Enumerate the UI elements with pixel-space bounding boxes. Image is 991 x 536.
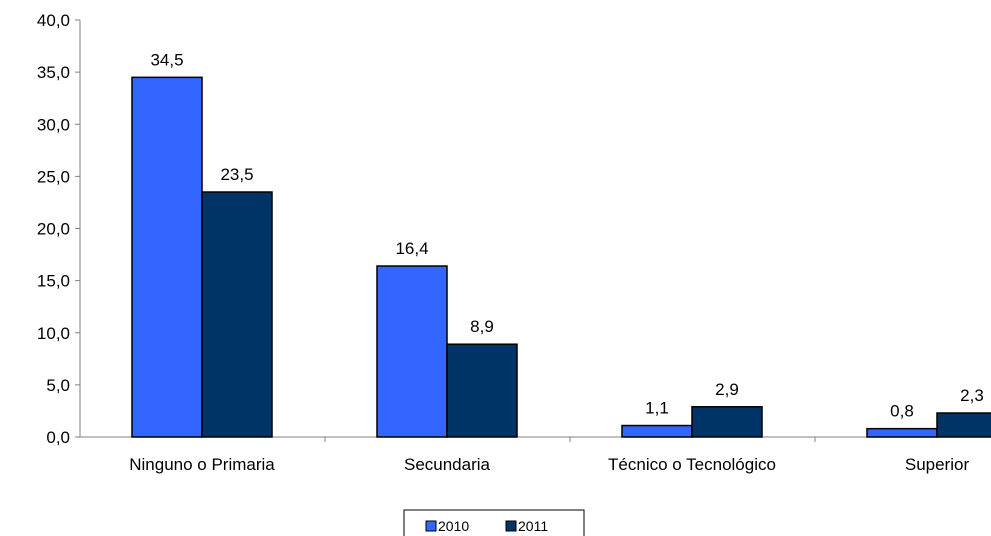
- data-label-2011-0: 23,5: [220, 165, 253, 184]
- bar-2010-0: [131, 76, 203, 438]
- category-label-3: Superior: [905, 455, 970, 474]
- data-label-2011-3: 2,3: [960, 386, 984, 405]
- legend-label-2011: 2011: [518, 518, 548, 534]
- y-tick-label: 0,0: [46, 428, 70, 447]
- bar-2011-3: [936, 412, 991, 438]
- legend: 2010 2011: [403, 509, 585, 536]
- bar-2010-1: [376, 265, 448, 438]
- data-label-2011-1: 8,9: [470, 317, 494, 336]
- category-label-0: Ninguno o Primaria: [129, 455, 275, 474]
- y-tick-label: 40,0: [37, 11, 70, 30]
- y-tick-label: 10,0: [37, 324, 70, 343]
- y-tick-label: 20,0: [37, 220, 70, 239]
- y-tick-label: 35,0: [37, 63, 70, 82]
- data-label-2010-0: 34,5: [150, 50, 183, 69]
- legend-swatch-2010: [425, 520, 437, 532]
- bar-2010-3: [866, 427, 938, 438]
- y-tick-label: 5,0: [46, 376, 70, 395]
- bar-2011-1: [446, 343, 518, 438]
- data-label-2010-3: 0,8: [890, 402, 914, 421]
- bar-2011-2: [691, 406, 763, 438]
- y-tick-label: 25,0: [37, 167, 70, 186]
- data-label-2011-2: 2,9: [715, 380, 739, 399]
- category-label-2: Técnico o Tecnológico: [608, 455, 776, 474]
- data-label-2010-2: 1,1: [645, 399, 669, 418]
- legend-label-2010: 2010: [438, 518, 469, 534]
- data-labels: 34,5 23,5 16,4 8,9 1,1 2,9 0,8 2,3: [150, 50, 983, 420]
- y-tick-label: 15,0: [37, 272, 70, 291]
- data-label-2010-1: 16,4: [395, 239, 428, 258]
- category-label-1: Secundaria: [404, 455, 491, 474]
- y-axis: 0,0 5,0 10,0 15,0 20,0 25,0 30,0 35,0 40,0: [37, 11, 81, 447]
- y-tick-label: 30,0: [37, 115, 70, 134]
- legend-swatch-2011: [505, 520, 517, 532]
- bars: [131, 76, 991, 438]
- bar-2011-0: [201, 191, 273, 438]
- bar-2010-2: [621, 424, 693, 438]
- category-labels: Ninguno o Primaria Secundaria Técnico o Te…: [129, 455, 969, 474]
